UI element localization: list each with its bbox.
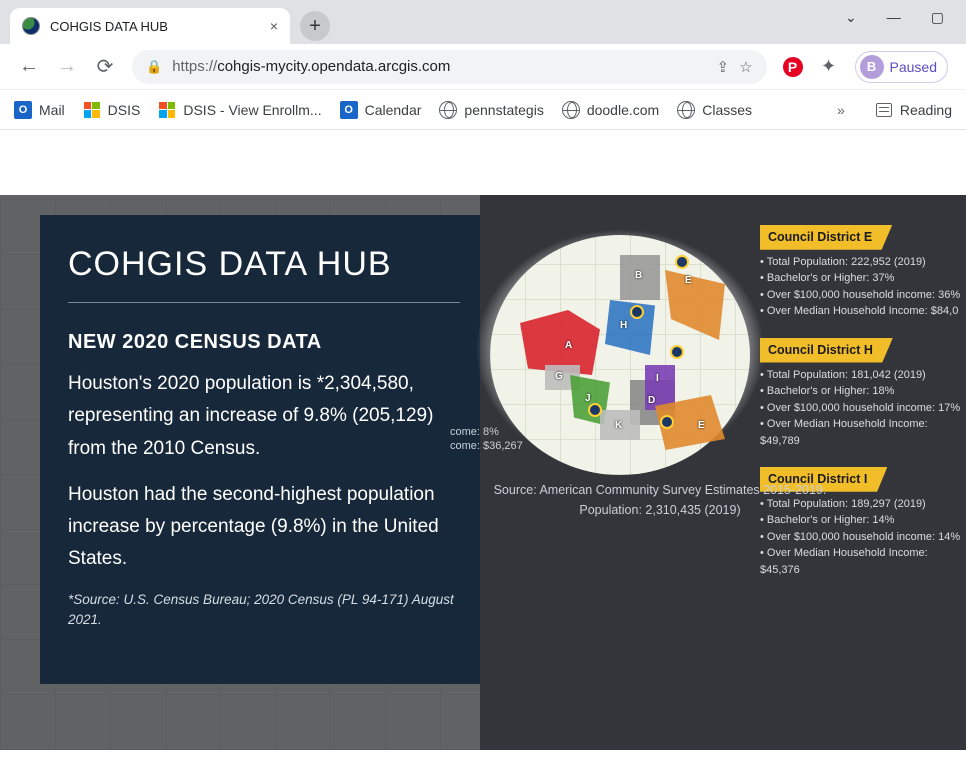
callout-district-h: Council District H Total Population: 181… bbox=[760, 338, 966, 449]
map-marker-icon bbox=[670, 345, 684, 359]
divider bbox=[68, 302, 460, 303]
outlook-icon: O bbox=[14, 101, 32, 119]
new-tab-button[interactable]: + bbox=[300, 11, 330, 41]
back-button[interactable]: ← bbox=[18, 55, 40, 78]
window-chevron-icon[interactable]: ⌄ bbox=[845, 9, 857, 26]
callout-line: Over Median Household Income: $49,789 bbox=[760, 416, 966, 449]
district-label: H bbox=[620, 320, 627, 331]
hero-source-note: *Source: U.S. Census Bureau; 2020 Census… bbox=[68, 590, 460, 631]
url-text: https://cohgis-mycity.opendata.arcgis.co… bbox=[172, 58, 706, 75]
hero-subtitle: NEW 2020 CENSUS DATA bbox=[68, 331, 460, 354]
forward-button[interactable]: → bbox=[56, 55, 78, 78]
hero-section: COHGIS DATA HUB NEW 2020 CENSUS DATA Hou… bbox=[0, 195, 966, 750]
tab-title: COHGIS DATA HUB bbox=[50, 19, 260, 34]
district-label: D bbox=[648, 395, 655, 406]
extensions-icon[interactable]: ✦ bbox=[819, 57, 839, 77]
callout-line: Over $100,000 household income: 14% bbox=[760, 529, 966, 546]
bookmark-dsis[interactable]: DSIS bbox=[83, 101, 141, 119]
bookmark-reading-list[interactable]: Reading bbox=[875, 101, 952, 119]
district-label: J bbox=[585, 393, 591, 404]
callout-title: Council District E bbox=[760, 225, 892, 250]
globe-icon bbox=[562, 101, 580, 119]
district-label: A bbox=[565, 340, 572, 351]
hero-paragraph: Houston had the second-highest populatio… bbox=[68, 479, 460, 576]
tab-close-button[interactable]: × bbox=[270, 18, 278, 34]
map-source-text: Source: American Community Survey Estima… bbox=[490, 480, 830, 520]
map-marker-icon bbox=[675, 255, 689, 269]
map-marker-icon bbox=[660, 415, 674, 429]
callout-line: Over Median Household Income: $84,0 bbox=[760, 303, 966, 320]
district-label: G bbox=[555, 371, 563, 382]
ms-icon bbox=[158, 101, 176, 119]
bookmark-star-icon[interactable]: ☆ bbox=[739, 58, 752, 76]
tab-strip: COHGIS DATA HUB × + bbox=[0, 0, 966, 44]
callout-line: Total Population: 222,952 (2019) bbox=[760, 254, 966, 271]
reload-button[interactable]: ⟳ bbox=[94, 54, 116, 79]
district-label: I bbox=[656, 373, 659, 384]
district-label: E bbox=[685, 275, 692, 286]
callout-line: Bachelor's or Higher: 37% bbox=[760, 270, 966, 287]
outlook-icon: O bbox=[340, 101, 358, 119]
callout-district-e: Council District E Total Population: 222… bbox=[760, 225, 966, 320]
list-icon bbox=[875, 101, 893, 119]
ms-icon bbox=[83, 101, 101, 119]
window-controls: ⌄ — ▢ bbox=[845, 0, 966, 34]
browser-tab[interactable]: COHGIS DATA HUB × bbox=[10, 8, 290, 44]
bookmarks-overflow-button[interactable]: » bbox=[837, 102, 845, 118]
profile-status: Paused bbox=[890, 59, 937, 75]
district-label: B bbox=[635, 270, 642, 281]
callout-line: Over $100,000 household income: 17% bbox=[760, 400, 966, 417]
lock-icon: 🔒 bbox=[146, 59, 162, 75]
bookmark-calendar[interactable]: OCalendar bbox=[340, 101, 422, 119]
window-minimize-button[interactable]: — bbox=[887, 9, 901, 25]
profile-avatar-icon: B bbox=[860, 55, 884, 79]
callout-line: Over Median Household Income: $45,376 bbox=[760, 545, 966, 578]
district-map: A B H E G J D I K E bbox=[470, 215, 770, 495]
district-label: K bbox=[615, 420, 622, 431]
page-content: COHGIS DATA HUB NEW 2020 CENSUS DATA Hou… bbox=[0, 130, 966, 757]
bookmark-dsis-enroll[interactable]: DSIS - View Enrollm... bbox=[158, 101, 321, 119]
globe-icon bbox=[677, 101, 695, 119]
hero-text-panel: COHGIS DATA HUB NEW 2020 CENSUS DATA Hou… bbox=[40, 215, 480, 684]
address-bar: ← → ⟳ 🔒 https://cohgis-mycity.opendata.a… bbox=[0, 44, 966, 90]
bookmarks-bar: OMail DSIS DSIS - View Enrollm... OCalen… bbox=[0, 90, 966, 130]
hero-paragraph: Houston's 2020 population is *2,304,580,… bbox=[68, 368, 460, 465]
callout-line: Total Population: 181,042 (2019) bbox=[760, 367, 966, 384]
bookmark-classes[interactable]: Classes bbox=[677, 101, 752, 119]
map-marker-icon bbox=[588, 403, 602, 417]
hero-title: COHGIS DATA HUB bbox=[68, 245, 460, 284]
profile-chip[interactable]: B Paused bbox=[855, 51, 948, 83]
district-callouts: Council District E Total Population: 222… bbox=[760, 225, 966, 596]
omnibox[interactable]: 🔒 https://cohgis-mycity.opendata.arcgis.… bbox=[132, 50, 767, 84]
callout-line: Bachelor's or Higher: 18% bbox=[760, 383, 966, 400]
share-icon[interactable]: ⇪ bbox=[716, 58, 729, 76]
tab-favicon-icon bbox=[22, 17, 40, 35]
globe-icon bbox=[439, 101, 457, 119]
bookmark-mail[interactable]: OMail bbox=[14, 101, 65, 119]
callout-line: Over $100,000 household income: 36% bbox=[760, 287, 966, 304]
callout-title: Council District H bbox=[760, 338, 893, 363]
bookmark-doodle[interactable]: doodle.com bbox=[562, 101, 659, 119]
pinterest-extension-icon[interactable]: P bbox=[783, 57, 803, 77]
district-label: E bbox=[698, 420, 705, 431]
window-maximize-button[interactable]: ▢ bbox=[931, 9, 944, 26]
map-marker-icon bbox=[630, 305, 644, 319]
bookmark-pennstategis[interactable]: pennstategis bbox=[439, 101, 543, 119]
